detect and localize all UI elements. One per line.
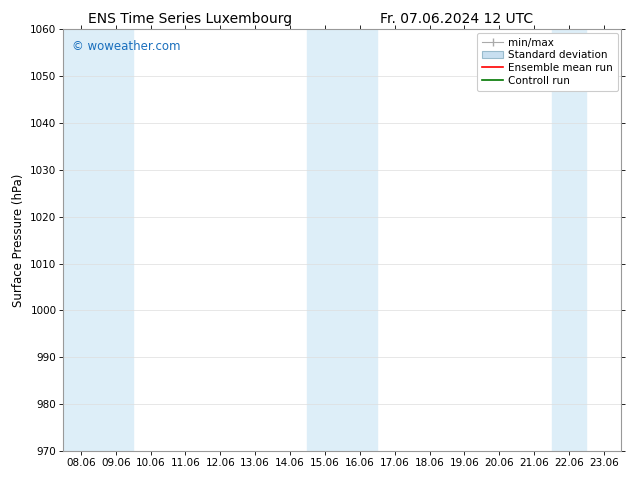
Text: © woweather.com: © woweather.com xyxy=(72,40,180,53)
Text: Fr. 07.06.2024 12 UTC: Fr. 07.06.2024 12 UTC xyxy=(380,12,533,26)
Bar xyxy=(552,29,586,451)
Legend: min/max, Standard deviation, Ensemble mean run, Controll run: min/max, Standard deviation, Ensemble me… xyxy=(477,32,618,91)
Bar xyxy=(307,29,377,451)
Bar xyxy=(63,29,133,451)
Y-axis label: Surface Pressure (hPa): Surface Pressure (hPa) xyxy=(11,173,25,307)
Text: ENS Time Series Luxembourg: ENS Time Series Luxembourg xyxy=(88,12,292,26)
